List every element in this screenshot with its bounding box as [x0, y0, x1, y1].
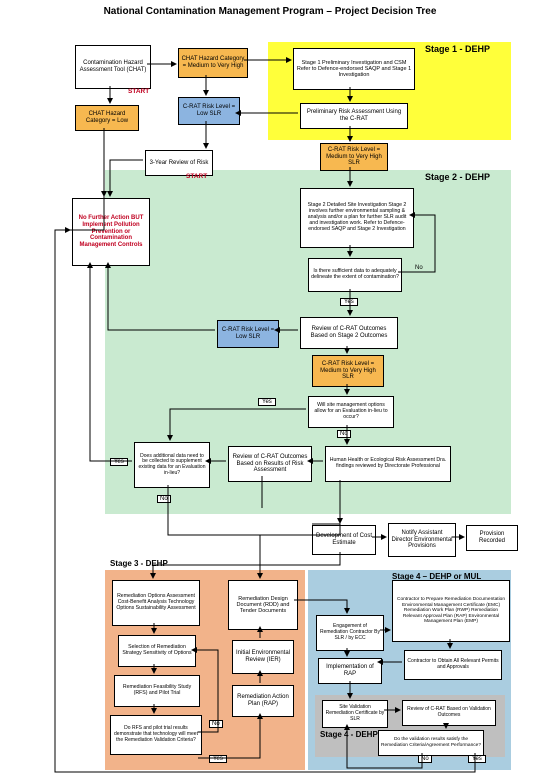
box-manage: Will site management options allow for a…: [308, 396, 394, 428]
stage1-label: Stage 1 - DEHP: [425, 44, 490, 54]
start-label-1: START: [128, 88, 149, 95]
box-rap: Remediation Action Plan (RAP): [232, 685, 294, 717]
stage2-label: Stage 2 - DEHP: [425, 172, 490, 182]
box-suffdata: Is there sufficient data to adequately d…: [308, 258, 402, 292]
box-crat-med2: C-RAT Risk Level = Medium to Very High S…: [312, 355, 384, 387]
box-rfs: Remediation Feasibility Study (RFS) and …: [114, 675, 200, 707]
box-chat-med: CHAT Hazard Category = Medium to Very Hi…: [178, 48, 248, 78]
stage4b-label: Stage 4 - DEHP: [320, 730, 378, 739]
box-review-val: Review of C-RAT Based on Validation Outc…: [402, 700, 496, 726]
box-rdd: Remediation Design Document (RDD) and Te…: [228, 580, 298, 630]
box-s1-inv: Stage 1 Preliminary Investigation and CS…: [293, 48, 415, 90]
yes-5: Yes: [468, 755, 486, 763]
box-prelimrisk: Preliminary Risk Assessment Using the C-…: [300, 103, 408, 129]
box-chat: Contamination Hazard Assessment Tool (CH…: [75, 45, 151, 89]
no-1: No: [415, 265, 423, 271]
box-provision: Provision Recorded: [466, 525, 518, 551]
box-s2-inv: Stage 2 Detailed Site Investigation Stag…: [300, 188, 414, 248]
yes-4: Yes: [209, 755, 227, 763]
box-valq: Do the validation results satisfy the Re…: [378, 730, 484, 756]
box-hhecol: Human Health or Ecological Risk Assessme…: [325, 446, 451, 482]
box-crat-med1: C-RAT Risk Level = Medium to Very High S…: [320, 143, 388, 171]
box-engage: Engagement of Remediation Contractor By …: [316, 615, 384, 651]
box-nofurther: No Further Action BUT Implement Pollutio…: [72, 198, 150, 266]
box-docs: Contractor to Prepare Remediation Docume…: [392, 580, 510, 642]
no-4: No: [209, 720, 223, 728]
box-ier: Initial Environmental Review (IER): [232, 640, 294, 674]
box-selstrat: Selection of Remediation Strategy Sensit…: [118, 635, 196, 667]
no-2: No: [337, 430, 351, 438]
box-devcost: Development of Cost Estimate: [312, 525, 376, 555]
page-title: National Contamination Management Progra…: [0, 6, 540, 17]
box-approvals: Contractor to Obtain All Relevant Permit…: [404, 650, 502, 680]
box-implrap: Implementation of RAP: [318, 658, 382, 684]
no-3: No: [157, 495, 171, 503]
box-roa: Remediation Options Assessment Cost-Bene…: [112, 580, 200, 626]
start-label-2: START: [186, 173, 207, 180]
yes-1: Yes: [340, 298, 358, 306]
box-crat-low2: C-RAT Risk Level = Low SLR: [217, 320, 279, 348]
box-review-crat3: Review of C-RAT Outcomes Based on Result…: [228, 446, 312, 482]
box-crat-low: C-RAT Risk Level = Low SLR: [178, 97, 240, 125]
yes-3: Yes: [110, 458, 128, 466]
box-chat-low: CHAT Hazard Category = Low: [75, 105, 139, 131]
box-supdata: Does additional data need to be collecte…: [134, 442, 210, 488]
no-5: No: [418, 755, 432, 763]
yes-2: Yes: [258, 398, 276, 406]
box-rfsq: Do RFS and pilot trial results demonstra…: [110, 715, 202, 755]
box-siteval: Site Validation Remediation Certificate …: [322, 700, 388, 728]
stage3-label: Stage 3 - DEHP: [110, 559, 168, 568]
box-notify: Notify Assistant Director Environmental …: [388, 523, 456, 557]
box-review-crat2: Review of C-RAT Outcomes Based on Stage …: [300, 317, 398, 349]
